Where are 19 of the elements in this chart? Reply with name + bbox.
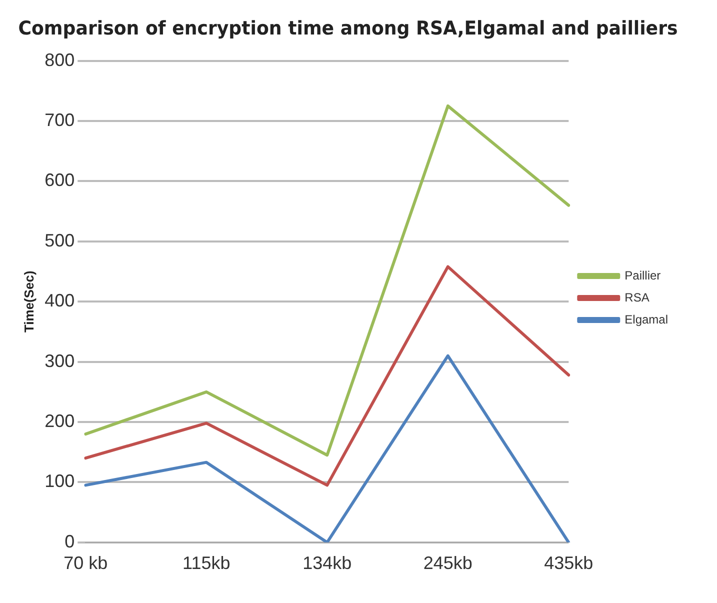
y-tick-label: 400	[44, 290, 75, 311]
legend-label: Paillier	[624, 268, 661, 282]
y-axis-title: Time(Sec)	[21, 270, 36, 333]
x-tick-label: 245kb	[423, 553, 472, 574]
y-tick-label: 700	[44, 110, 75, 130]
y-tick-label: 200	[44, 410, 75, 431]
y-tick-label: 300	[44, 350, 75, 371]
y-tick-label: 0	[64, 531, 75, 552]
y-tick-label: 100	[44, 471, 75, 492]
y-tick-label: 500	[44, 230, 75, 250]
x-tick-label: 115kb	[182, 553, 230, 574]
x-tick-label: 435kb	[544, 553, 594, 574]
chart-title: Comparison of encryption time among RSA,Elgamal and pailliers	[18, 18, 678, 40]
x-tick-label: 70 kb	[64, 553, 108, 574]
y-tick-label: 800	[44, 50, 75, 70]
legend-label: Elgamal	[624, 312, 668, 326]
legend-label: RSA	[624, 290, 650, 304]
x-tick-label: 134kb	[302, 553, 352, 574]
y-tick-label: 600	[44, 170, 75, 190]
